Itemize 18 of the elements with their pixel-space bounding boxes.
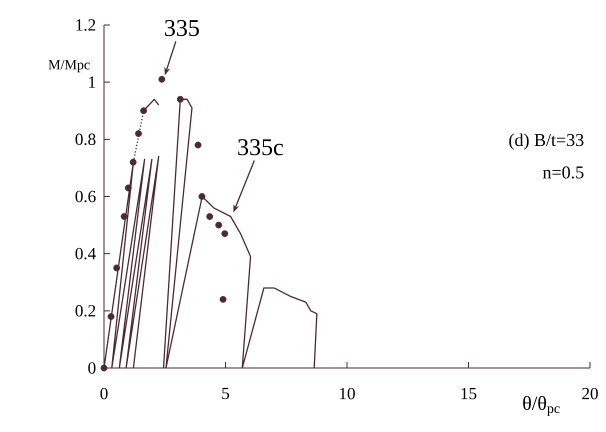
y-tick-label: 0.2 <box>76 305 96 317</box>
x-tick-label: 15 <box>462 388 476 400</box>
y-tick-label: 0.4 <box>76 248 96 260</box>
annotation: n=0.5 <box>542 166 584 179</box>
x-tick-label: 5 <box>222 388 230 400</box>
annotation: 335 <box>164 20 199 36</box>
y-axis-title: M/Mpc <box>48 60 90 72</box>
y-tick-label: 1.2 <box>76 19 96 31</box>
x-axis-title: θ/θ$_{pc}$ <box>523 396 560 416</box>
y-tick-label: 0.8 <box>76 134 96 146</box>
annotation: (d) B/t=33 <box>509 133 584 150</box>
x-tick-label: 10 <box>340 388 355 400</box>
y-tick-label: 1 <box>89 76 96 88</box>
annotation: 335c <box>238 139 283 156</box>
y-tick-label: 0.6 <box>76 190 96 202</box>
x-tick-label: 0 <box>100 388 108 400</box>
y-tick-label: 0 <box>88 362 96 374</box>
x-tick-label: 20 <box>582 388 598 400</box>
